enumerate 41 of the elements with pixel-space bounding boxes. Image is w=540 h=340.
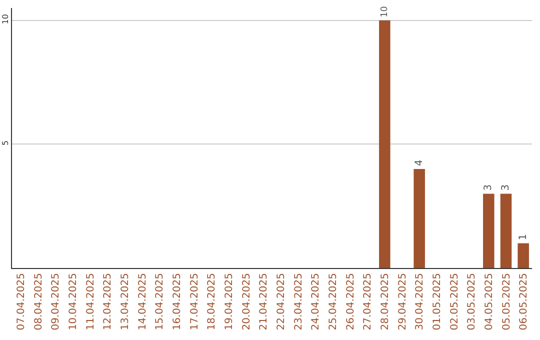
x-tick-label: 06.05.2025 <box>518 273 530 330</box>
x-tick-label: 09.04.2025 <box>50 273 62 330</box>
x-tick-label: 18.04.2025 <box>206 273 218 330</box>
x-tick-label: 12.04.2025 <box>102 273 114 330</box>
x-tick-label: 07.04.2025 <box>16 273 27 330</box>
x-tick-label: 15.04.2025 <box>154 273 166 330</box>
x-tick-label: 29.04.2025 <box>397 273 408 330</box>
y-tick-label: 5 <box>0 140 10 146</box>
x-tick-label: 17.04.2025 <box>189 273 200 330</box>
x-tick-label: 14.04.2025 <box>137 273 148 330</box>
x-tick-label: 11.04.2025 <box>85 273 96 330</box>
data-label: 3 <box>483 184 494 191</box>
x-tick-label: 19.04.2025 <box>224 273 235 330</box>
bar <box>379 20 390 268</box>
x-tick-label: 30.04.2025 <box>414 273 426 330</box>
x-tick-label: 20.04.2025 <box>241 273 252 330</box>
x-tick-label: 10.04.2025 <box>68 273 79 330</box>
x-tick-label: 26.04.2025 <box>345 273 356 330</box>
data-label: 10 <box>380 6 390 18</box>
x-tick-label: 03.05.2025 <box>466 273 478 330</box>
bar <box>500 194 512 268</box>
x-tick-label: 24.04.2025 <box>310 273 322 330</box>
x-tick-label: 08.04.2025 <box>33 273 44 330</box>
x-tick-label: 21.04.2025 <box>258 273 270 330</box>
x-tick-label: 23.04.2025 <box>293 273 304 330</box>
data-label: 3 <box>500 184 512 191</box>
data-label: 4 <box>414 160 425 166</box>
x-tick-label: 28.04.2025 <box>380 273 391 330</box>
x-tick-label: 16.04.2025 <box>172 273 183 330</box>
x-tick-label: 13.04.2025 <box>120 273 131 330</box>
data-label: 1 <box>518 234 529 240</box>
x-tick-label: 22.04.2025 <box>276 273 287 330</box>
x-tick-label: 01.05.2025 <box>432 273 443 330</box>
x-tick-label: 02.05.2025 <box>449 273 460 330</box>
x-tick-label: 27.04.2025 <box>362 273 374 330</box>
x-tick-label: 25.04.2025 <box>328 273 339 330</box>
bar <box>483 194 494 268</box>
bar <box>414 168 425 268</box>
bar <box>518 243 529 268</box>
x-tick-label: 04.05.2025 <box>484 273 495 330</box>
x-tick-label: 05.05.2025 <box>501 273 512 330</box>
